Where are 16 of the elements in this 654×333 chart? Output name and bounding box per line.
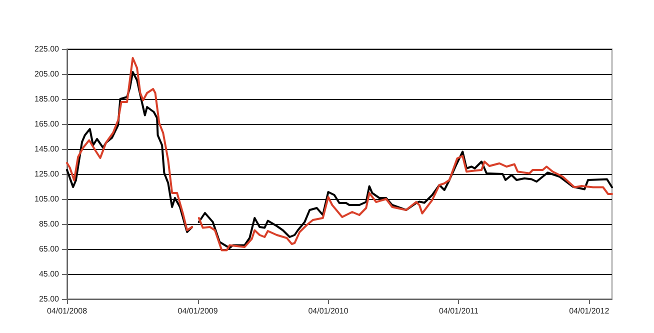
y-tick-label: 205.00 (34, 70, 60, 78)
x-tick-label: 04/01/2009 (178, 306, 218, 316)
x-tick-label: 04/01/2011 (438, 306, 479, 316)
x-tick-label: 04/01/2012 (569, 306, 610, 316)
y-tick-label: 125.00 (34, 170, 60, 178)
y-tick-label: 85.00 (38, 220, 60, 228)
y-tick-label: 165.00 (34, 120, 60, 128)
y-tick-label: 105.00 (34, 194, 60, 204)
y-tick-label: 225.00 (34, 44, 60, 54)
y-tick-label: 45.00 (38, 270, 60, 278)
x-tick-label: 04/01/2010 (308, 306, 349, 316)
y-tick-label: 185.00 (34, 94, 60, 104)
y-tick-label: 145.00 (34, 144, 60, 154)
y-tick-label: 25.00 (38, 294, 60, 304)
y-tick-label: 65.00 (38, 244, 60, 254)
x-tick-label: 04/01/2008 (46, 306, 88, 316)
